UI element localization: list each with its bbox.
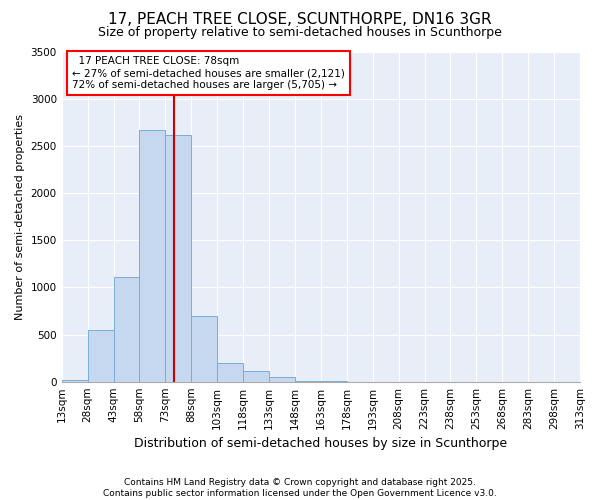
Bar [166,136,191,382]
Text: Size of property relative to semi-detached houses in Scunthorpe: Size of property relative to semi-detach… [98,26,502,39]
Bar [139,130,166,382]
Text: 17, PEACH TREE CLOSE, SCUNTHORPE, DN16 3GR: 17, PEACH TREE CLOSE, SCUNTHORPE, DN16 3… [108,12,492,28]
Y-axis label: Number of semi-detached properties: Number of semi-detached properties [15,114,25,320]
Bar [88,330,113,382]
Bar [191,316,217,382]
Bar [62,380,88,382]
Bar [269,377,295,382]
Text: Contains HM Land Registry data © Crown copyright and database right 2025.
Contai: Contains HM Land Registry data © Crown c… [103,478,497,498]
Bar [217,363,243,382]
Bar [243,372,269,382]
X-axis label: Distribution of semi-detached houses by size in Scunthorpe: Distribution of semi-detached houses by … [134,437,508,450]
Text: 17 PEACH TREE CLOSE: 78sqm
← 27% of semi-detached houses are smaller (2,121)
72%: 17 PEACH TREE CLOSE: 78sqm ← 27% of semi… [72,56,345,90]
Bar [113,277,139,382]
